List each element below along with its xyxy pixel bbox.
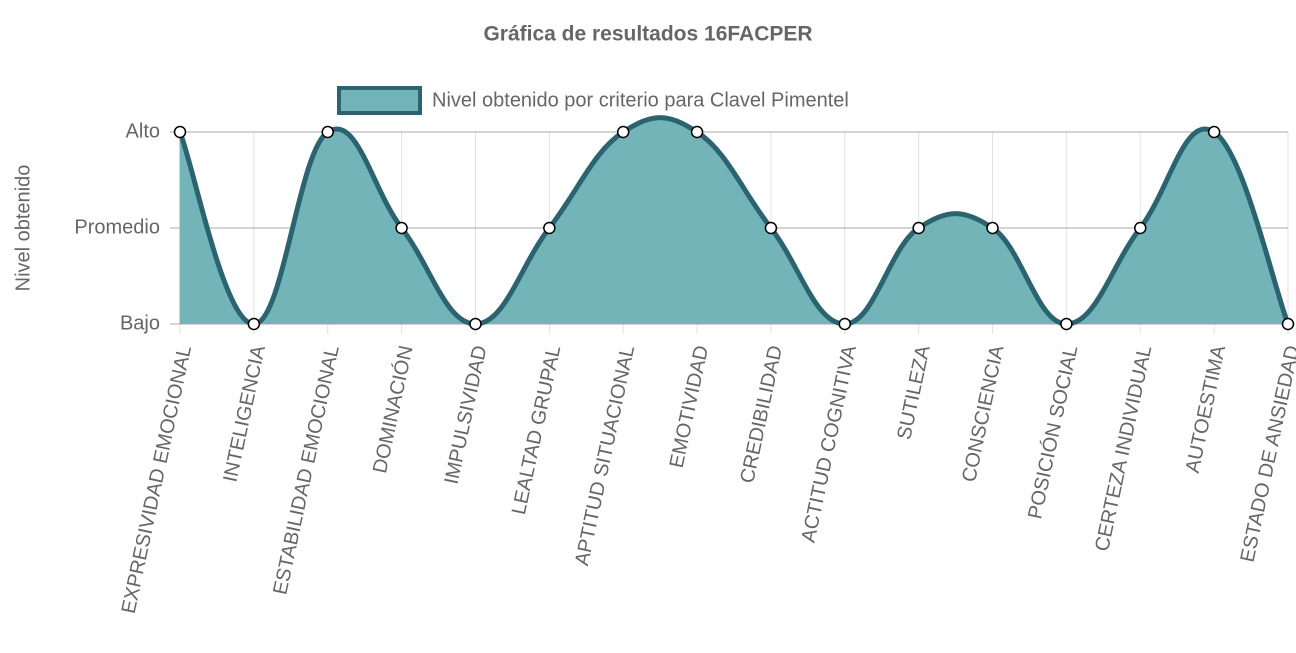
legend-label: Nivel obtenido por criterio para Clavel … — [432, 89, 849, 111]
point — [986, 221, 999, 235]
x-tick-label: EMOTIVIDAD — [666, 344, 713, 470]
y-axis-title: Nivel obtenido — [12, 165, 34, 292]
point — [247, 317, 261, 331]
point — [395, 221, 408, 235]
point — [543, 221, 556, 235]
x-tick-label: ESTADO DE ANSIEDAD — [1237, 344, 1296, 565]
x-tick-label: AUTOESTIMA — [1182, 343, 1231, 475]
point — [912, 221, 925, 235]
point — [764, 221, 778, 235]
point — [616, 125, 630, 139]
x-tick-label: DOMINACIÓN — [368, 343, 418, 475]
chart-title: Gráfica de resultados 16FACPER — [483, 23, 812, 46]
x-tick-label: APTITUD SITUACIONAL — [571, 344, 639, 568]
y-tick-label: Alto — [126, 120, 160, 142]
point — [321, 125, 334, 139]
point — [173, 125, 187, 139]
x-tick-label: POSICIÓN SOCIAL — [1023, 343, 1082, 521]
x-tick-label: INTELIGENCIA — [220, 343, 271, 484]
x-tick-label: ACTITUD COGNITIVA — [798, 343, 861, 545]
x-tick-label: EXPRESIVIDAD EMOCIONAL — [118, 344, 196, 616]
x-tick-label: CERTEZA INDIVIDUAL — [1091, 344, 1156, 554]
x-tick-label: LEALTAD GRUPAL — [508, 344, 565, 517]
point — [1207, 125, 1221, 139]
point — [1134, 221, 1147, 235]
point — [690, 125, 704, 139]
x-tick-label: CREDIBILIDAD — [736, 344, 787, 486]
x-tick-label: ESTABILIDAD EMOCIONAL — [269, 344, 343, 597]
legend-swatch — [337, 86, 422, 115]
x-tick-label: SUTILEZA — [893, 343, 935, 442]
point — [838, 317, 852, 331]
point — [1281, 317, 1295, 331]
x-tick-label: CONSCIENCIA — [958, 343, 1009, 484]
x-tick-label: IMPULSIVIDAD — [441, 344, 492, 487]
y-tick-label: Bajo — [120, 312, 160, 334]
point — [1060, 317, 1073, 331]
point — [469, 317, 482, 331]
area — [180, 117, 1288, 324]
y-tick-label: Promedio — [74, 216, 160, 238]
